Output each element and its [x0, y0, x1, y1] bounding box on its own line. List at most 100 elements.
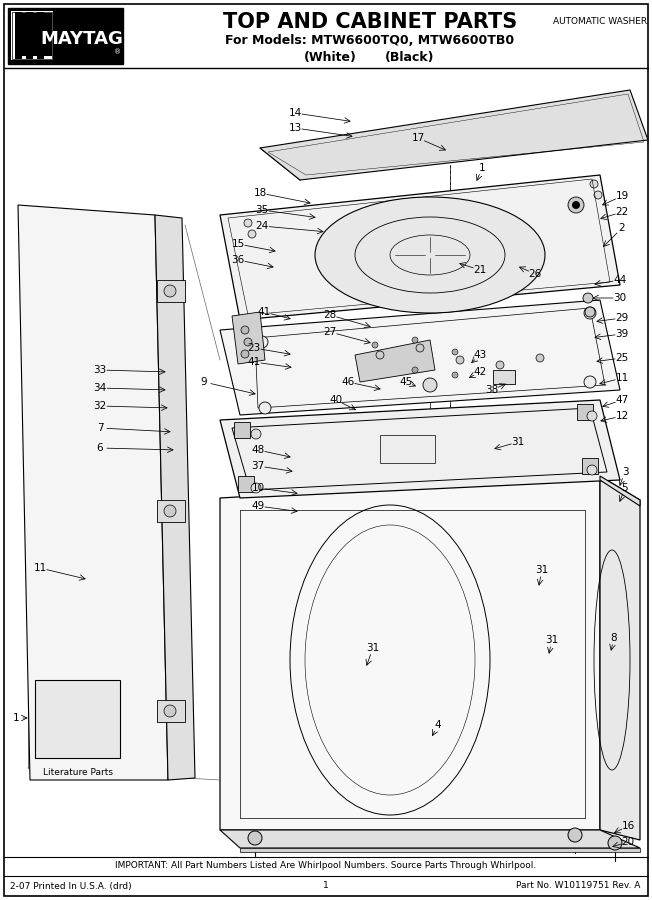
- Text: 19: 19: [615, 191, 629, 201]
- Text: 9: 9: [201, 377, 207, 387]
- Text: 8: 8: [611, 633, 617, 643]
- Text: 35: 35: [256, 205, 269, 215]
- Circle shape: [572, 201, 580, 209]
- Polygon shape: [37, 12, 44, 59]
- Circle shape: [590, 180, 598, 188]
- Circle shape: [251, 429, 261, 439]
- Text: 24: 24: [256, 221, 269, 231]
- Circle shape: [568, 197, 584, 213]
- Bar: [8, 8, 123, 64]
- Text: 31: 31: [366, 643, 379, 653]
- Text: 46: 46: [342, 377, 355, 387]
- Text: 39: 39: [615, 329, 629, 339]
- Circle shape: [584, 376, 596, 388]
- Circle shape: [241, 350, 249, 358]
- Text: 1: 1: [12, 713, 20, 723]
- Text: 45: 45: [400, 377, 413, 387]
- Bar: [12, 12, 52, 59]
- Circle shape: [412, 337, 418, 343]
- Text: 1: 1: [479, 163, 485, 173]
- Circle shape: [583, 293, 593, 303]
- Text: 37: 37: [252, 461, 265, 471]
- Text: 17: 17: [411, 133, 424, 143]
- Circle shape: [244, 219, 252, 227]
- Polygon shape: [600, 476, 640, 840]
- Text: 48: 48: [252, 445, 265, 455]
- Text: 3: 3: [622, 467, 629, 477]
- Circle shape: [412, 367, 418, 373]
- Circle shape: [251, 483, 261, 493]
- Polygon shape: [220, 300, 620, 415]
- Text: AUTOMATIC WASHER: AUTOMATIC WASHER: [553, 17, 647, 26]
- Text: 12: 12: [615, 411, 629, 421]
- Text: 22: 22: [615, 207, 629, 217]
- Circle shape: [585, 307, 595, 317]
- Circle shape: [587, 411, 597, 421]
- Text: 5: 5: [622, 483, 629, 493]
- Circle shape: [496, 361, 504, 369]
- Bar: [493, 370, 515, 384]
- Bar: [157, 280, 185, 302]
- Text: 10: 10: [252, 483, 265, 493]
- Text: 25: 25: [615, 353, 629, 363]
- Text: 49: 49: [252, 501, 265, 511]
- Text: 41: 41: [258, 307, 271, 317]
- Circle shape: [248, 230, 256, 238]
- Polygon shape: [220, 830, 640, 848]
- Polygon shape: [220, 400, 620, 498]
- Circle shape: [584, 307, 596, 319]
- Text: 2: 2: [619, 223, 625, 233]
- Polygon shape: [600, 476, 640, 506]
- Circle shape: [256, 336, 268, 348]
- Circle shape: [608, 836, 622, 850]
- Text: 38: 38: [485, 385, 499, 395]
- Circle shape: [372, 342, 378, 348]
- Text: MAYTAG: MAYTAG: [40, 30, 123, 48]
- Circle shape: [416, 344, 424, 352]
- Text: (Black): (Black): [385, 50, 435, 64]
- Text: 6: 6: [96, 443, 103, 453]
- Text: 31: 31: [535, 565, 548, 575]
- Polygon shape: [232, 312, 265, 364]
- Text: 43: 43: [473, 350, 486, 360]
- Text: 33: 33: [93, 365, 107, 375]
- Text: 26: 26: [528, 269, 542, 279]
- Text: 32: 32: [93, 401, 107, 411]
- Text: 20: 20: [621, 837, 634, 847]
- Text: 14: 14: [288, 108, 302, 118]
- Text: (White): (White): [304, 50, 357, 64]
- Text: 40: 40: [329, 395, 342, 405]
- Circle shape: [452, 349, 458, 355]
- Circle shape: [376, 351, 384, 359]
- Text: 18: 18: [254, 188, 267, 198]
- Text: 7: 7: [96, 423, 103, 433]
- Text: 1: 1: [323, 881, 329, 890]
- Text: 15: 15: [231, 239, 244, 249]
- Bar: [380, 435, 435, 463]
- Text: 47: 47: [615, 395, 629, 405]
- Circle shape: [248, 831, 262, 845]
- Polygon shape: [220, 175, 620, 320]
- Text: 29: 29: [615, 313, 629, 323]
- Bar: [234, 422, 250, 438]
- Circle shape: [244, 338, 252, 346]
- Bar: [18, 13, 26, 56]
- Bar: [157, 500, 185, 522]
- Circle shape: [568, 828, 582, 842]
- Polygon shape: [15, 12, 22, 59]
- Bar: [31, 13, 39, 56]
- Text: IMPORTANT: All Part Numbers Listed Are Whirlpool Numbers. Source Parts Through W: IMPORTANT: All Part Numbers Listed Are W…: [115, 861, 537, 870]
- Text: For Models: MTW6600TQ0, MTW6600TB0: For Models: MTW6600TQ0, MTW6600TB0: [226, 34, 514, 48]
- Text: TOP AND CABINET PARTS: TOP AND CABINET PARTS: [223, 12, 517, 32]
- Text: 31: 31: [511, 437, 525, 447]
- Text: 4: 4: [435, 720, 441, 730]
- Text: 44: 44: [614, 275, 627, 285]
- Circle shape: [259, 402, 271, 414]
- Bar: [238, 476, 254, 492]
- Polygon shape: [155, 215, 195, 780]
- Polygon shape: [35, 680, 120, 758]
- Circle shape: [164, 705, 176, 717]
- Circle shape: [164, 285, 176, 297]
- Polygon shape: [220, 476, 600, 830]
- Text: 30: 30: [614, 293, 627, 303]
